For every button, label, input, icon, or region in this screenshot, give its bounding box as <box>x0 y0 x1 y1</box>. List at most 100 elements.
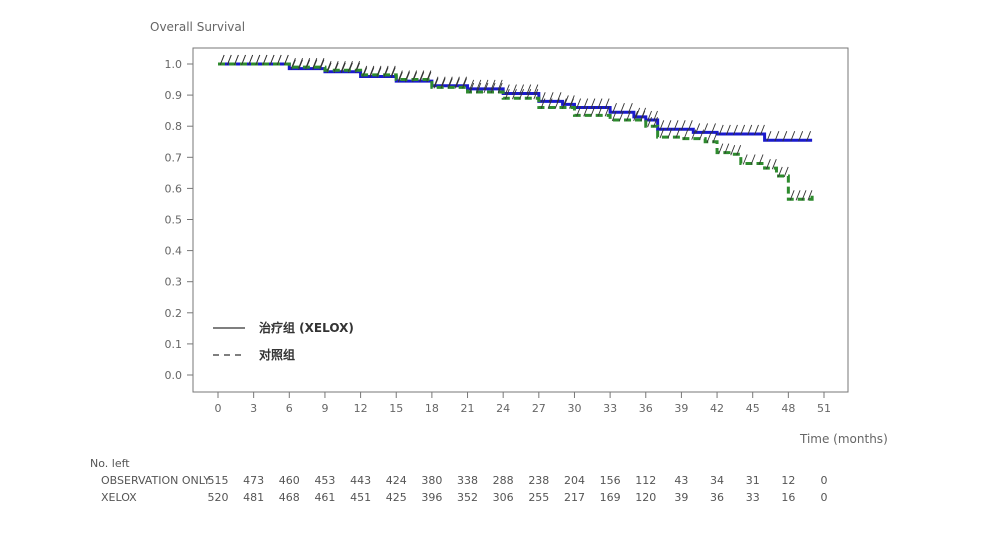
risk-value-1-11: 169 <box>600 491 621 504</box>
censor-mark-1-15-1 <box>712 132 718 143</box>
risk-value-1-16: 16 <box>781 491 795 504</box>
x-tick-label-9: 27 <box>532 402 546 415</box>
y-tick-label-7: 0.7 <box>165 151 183 164</box>
censor-mark-0-17-2 <box>733 124 738 136</box>
censor-mark-1-6-1 <box>440 78 446 89</box>
x-axis: 0 3 6 9 12 15 18 21 24 27 30 33 36 39 42 45 48 51 <box>215 392 831 415</box>
censor-mark-1-10-0 <box>576 106 582 117</box>
censor-mark-1-5-4 <box>426 70 432 81</box>
censor-mark-1-3-1 <box>333 61 339 72</box>
censor-mark-1-4-0 <box>362 65 368 77</box>
censor-mark-1-8-1 <box>512 89 517 100</box>
censor-mark-1-7-3 <box>490 82 496 94</box>
x-tick-label-7: 21 <box>461 402 475 415</box>
censor-mark-0-16-2 <box>711 123 716 134</box>
censor-mark-0-7-4 <box>497 79 503 91</box>
censor-mark-1-1-2 <box>269 54 275 66</box>
censor-mark-1-1-3 <box>276 54 282 66</box>
censor-mark-0-11-4 <box>604 98 610 109</box>
censor-mark-0-17-3 <box>740 124 746 136</box>
censor-mark-0-7-3 <box>490 79 496 91</box>
censor-mark-0-6-2 <box>447 76 453 87</box>
censor-mark-1-5-3 <box>419 70 425 81</box>
censor-mark-1-3-3 <box>348 61 353 72</box>
risk-value-1-1: 481 <box>243 491 264 504</box>
censor-mark-1-17-1 <box>736 145 742 156</box>
x-tick-label-15: 45 <box>746 402 760 415</box>
censor-mark-0-8-0 <box>504 84 510 95</box>
censor-mark-0-14-0 <box>647 110 652 122</box>
censor-mark-1-20-1 <box>783 166 789 178</box>
x-tick-label-5: 15 <box>389 402 403 415</box>
x-tick-label-13: 39 <box>674 402 688 415</box>
censor-mark-1-20-0 <box>777 166 783 178</box>
risk-value-0-12: 112 <box>635 474 656 487</box>
risk-value-1-10: 217 <box>564 491 585 504</box>
x-tick-label-6: 18 <box>425 402 439 415</box>
censor-mark-1-10-4 <box>604 106 610 117</box>
risk-value-1-3: 461 <box>314 491 335 504</box>
censor-mark-0-19-2 <box>782 131 788 142</box>
censor-mark-1-14-2 <box>699 129 705 140</box>
censor-mark-1-8-2 <box>519 89 524 100</box>
censor-mark-0-20-2 <box>806 131 811 142</box>
censor-mark-1-0-3 <box>241 54 246 66</box>
censor-mark-1-13-1 <box>667 127 673 139</box>
legend: 治疗组 (XELOX) 对照组 <box>213 320 354 362</box>
censor-mark-1-21-1 <box>795 190 801 201</box>
x-tick-label-8: 24 <box>496 402 510 415</box>
censor-mark-0-18-0 <box>754 124 759 136</box>
risk-value-0-3: 453 <box>314 474 335 487</box>
censor-mark-1-11-1 <box>618 110 624 122</box>
censor-mark-1-10-3 <box>597 106 603 117</box>
censor-mark-1-7-2 <box>483 82 489 94</box>
censor-mark-1-8-3 <box>526 89 532 100</box>
risk-row-label-observation: OBSERVATION ONLY <box>101 474 210 487</box>
censor-mark-1-8-4 <box>533 89 539 100</box>
censor-mark-1-13-2 <box>675 127 681 139</box>
censor-mark-1-1-4 <box>283 54 289 66</box>
censor-mark-0-11-1 <box>583 98 589 109</box>
censor-mark-0-11-3 <box>597 98 603 109</box>
x-tick-label-2: 6 <box>286 402 293 415</box>
censor-mark-0-6-4 <box>462 76 467 87</box>
risk-value-0-8: 288 <box>493 474 514 487</box>
censor-mark-0-8-4 <box>533 84 539 95</box>
risk-table: No. left OBSERVATION ONLY XELOX 515 473 46… <box>90 457 828 504</box>
risk-value-1-2: 468 <box>279 491 300 504</box>
risk-row-label-xelox: XELOX <box>101 491 137 504</box>
censor-mark-1-6-4 <box>462 78 467 89</box>
risk-value-0-0: 515 <box>208 474 229 487</box>
censor-mark-1-9-4 <box>569 98 574 109</box>
censor-mark-1-1-0 <box>255 54 261 66</box>
censor-mark-1-9-2 <box>554 98 560 109</box>
risk-value-1-5: 425 <box>386 491 407 504</box>
censor-mark-1-14-1 <box>691 129 697 140</box>
series-line-1 <box>218 62 814 201</box>
censor-mark-0-6-1 <box>440 76 446 87</box>
censor-mark-1-19-1 <box>771 159 777 170</box>
censor-mark-0-15-2 <box>673 120 679 131</box>
risk-value-0-10: 204 <box>564 474 585 487</box>
censor-mark-1-4-2 <box>376 65 382 77</box>
censor-mark-0-12-1 <box>619 103 625 114</box>
censor-mark-1-5-0 <box>397 70 403 81</box>
y-tick-label-4: 0.4 <box>165 245 183 258</box>
censor-mark-0-4-1 <box>369 67 375 78</box>
censor-mark-1-11-0 <box>611 110 617 122</box>
risk-value-0-11: 156 <box>600 474 621 487</box>
censor-mark-1-3-2 <box>340 61 346 72</box>
censor-mark-1-14-0 <box>683 129 689 140</box>
risk-value-1-7: 352 <box>457 491 478 504</box>
y-tick-label-5: 0.5 <box>165 214 183 227</box>
y-tick-label-8: 0.8 <box>165 120 183 133</box>
censor-mark-1-10-1 <box>583 106 589 117</box>
censor-mark-1-11-2 <box>626 110 631 122</box>
censor-mark-1-6-3 <box>454 78 460 89</box>
x-tick-label-11: 33 <box>603 402 617 415</box>
risk-value-1-14: 36 <box>710 491 724 504</box>
censor-mark-1-2-2 <box>305 57 311 69</box>
risk-value-0-2: 460 <box>279 474 300 487</box>
censor-mark-0-3-2 <box>340 62 346 73</box>
